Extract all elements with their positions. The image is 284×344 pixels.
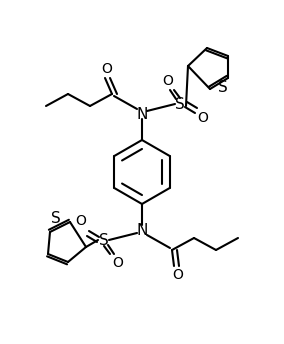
Text: O: O (173, 268, 183, 282)
Text: O: O (76, 214, 86, 228)
Text: S: S (51, 211, 61, 226)
Text: O: O (112, 256, 124, 270)
Text: O: O (198, 111, 208, 125)
Text: N: N (136, 107, 148, 121)
Text: S: S (218, 79, 228, 95)
Text: O: O (102, 62, 112, 76)
Text: S: S (99, 233, 109, 247)
Text: O: O (162, 74, 174, 88)
Text: S: S (175, 97, 185, 111)
Text: N: N (136, 223, 148, 237)
